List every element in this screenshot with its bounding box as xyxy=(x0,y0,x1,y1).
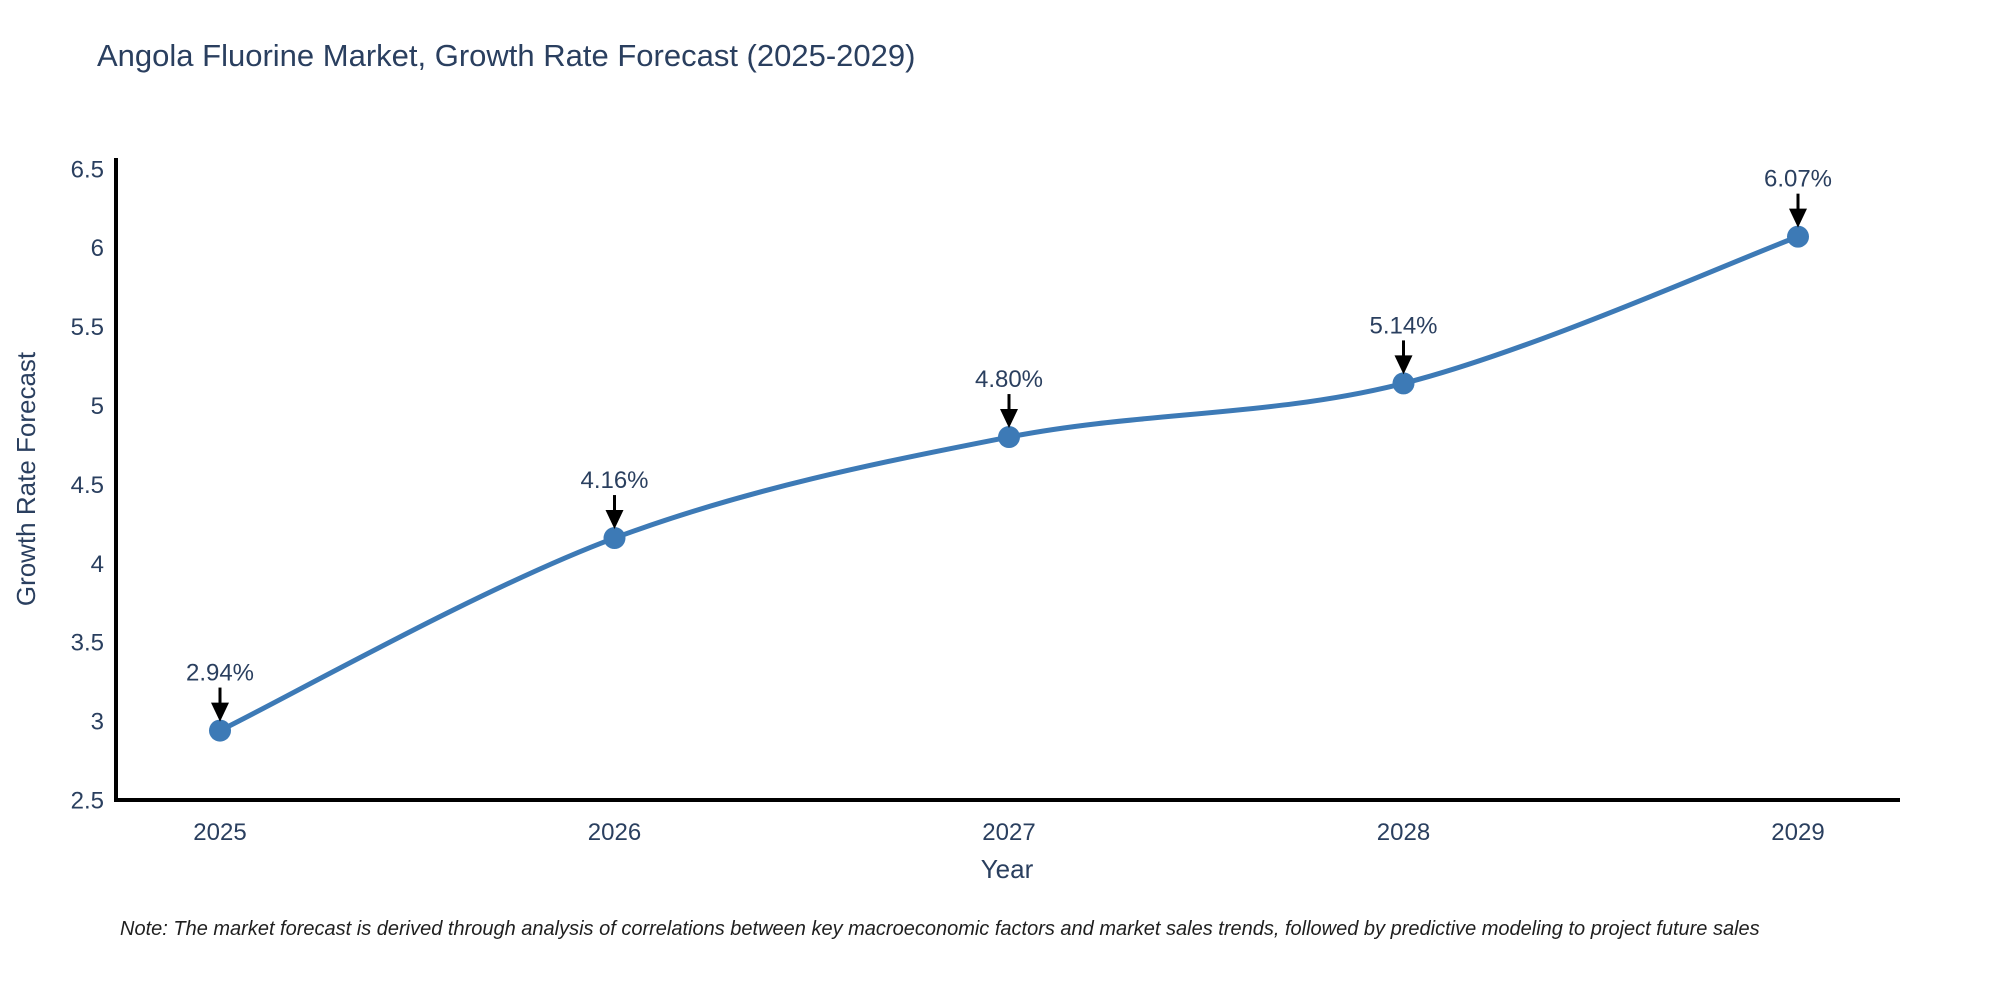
y-tick-label: 6.5 xyxy=(71,156,104,183)
data-point-marker xyxy=(1392,372,1415,395)
y-tick-label: 4 xyxy=(91,551,104,578)
annotation-label: 4.16% xyxy=(580,467,648,494)
chart-title: Angola Fluorine Market, Growth Rate Fore… xyxy=(97,38,916,73)
annotation-arrowhead xyxy=(605,510,624,530)
y-tick-label: 5 xyxy=(91,393,104,420)
y-tick-label: 6 xyxy=(91,235,104,262)
y-tick-label: 4.5 xyxy=(71,472,104,499)
y-tick-label: 3 xyxy=(91,709,104,736)
annotation-label: 5.14% xyxy=(1369,312,1437,339)
data-point-marker xyxy=(998,426,1020,449)
data-point-marker xyxy=(603,527,626,550)
forecast-line xyxy=(217,234,1801,734)
x-tick-label: 2028 xyxy=(1377,819,1430,846)
data-point-marker xyxy=(209,719,231,742)
x-axis-title: Year xyxy=(981,854,1034,884)
x-tick-label: 2025 xyxy=(193,819,246,846)
x-tick-label: 2029 xyxy=(1771,819,1824,846)
y-tick-label: 2.5 xyxy=(71,788,104,815)
y-axis-title: Growth Rate Forecast xyxy=(11,351,41,606)
annotation-arrowhead xyxy=(1394,355,1413,375)
data-point-marker xyxy=(1787,225,1809,248)
footnote: Note: The market forecast is derived thr… xyxy=(120,918,1760,940)
y-tick-label: 5.5 xyxy=(71,314,104,341)
annotation-arrowhead xyxy=(1789,208,1807,228)
annotation-label: 4.80% xyxy=(975,366,1043,393)
annotation-arrowhead xyxy=(211,702,229,722)
x-tick-label: 2027 xyxy=(982,819,1035,846)
x-tick-label: 2026 xyxy=(588,819,641,846)
annotation-label: 2.94% xyxy=(186,660,254,687)
y-tick-label: 3.5 xyxy=(71,630,104,657)
annotation-arrowhead xyxy=(1000,409,1018,429)
annotation-label: 6.07% xyxy=(1764,166,1832,193)
